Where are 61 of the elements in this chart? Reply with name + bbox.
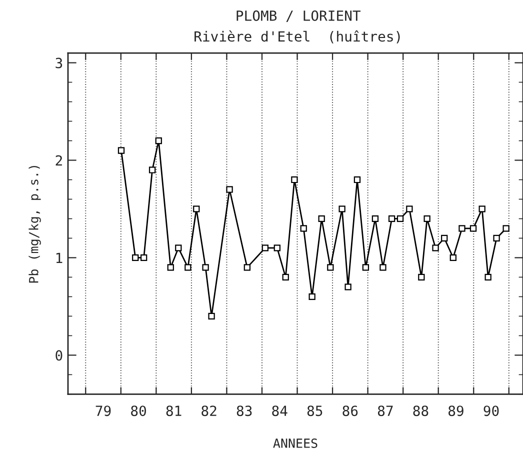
point: [202, 264, 209, 271]
point: [208, 312, 215, 320]
point: [282, 274, 289, 281]
point: [132, 254, 139, 262]
point: [450, 254, 456, 262]
x-tick-label: 88: [413, 406, 428, 416]
point: [406, 206, 413, 212]
x-tick-label: 80: [131, 406, 146, 416]
point: [432, 244, 439, 252]
point: [380, 264, 386, 271]
point: [502, 225, 510, 232]
y-tick-label: 3: [56, 58, 62, 68]
y-axis-title: Pb (mg/kg, p.s.): [28, 166, 41, 283]
chart-subtitle: Rivière d'Etel (huîtres): [194, 30, 400, 44]
point: [262, 244, 268, 252]
point: [118, 147, 125, 154]
point: [493, 234, 500, 242]
point: [396, 215, 404, 222]
point: [193, 206, 200, 212]
point: [175, 244, 182, 252]
point: [184, 264, 192, 271]
point: [344, 284, 352, 290]
point: [354, 176, 361, 184]
y-tick-label: 1: [56, 252, 62, 264]
point: [327, 264, 334, 271]
point: [372, 215, 379, 222]
point: [140, 254, 148, 262]
point: [274, 244, 280, 252]
x-tick-label: 86: [342, 406, 358, 416]
x-tick-label: 84: [272, 406, 288, 416]
x-tick-label: 83: [236, 406, 252, 416]
point: [470, 225, 477, 232]
point: [418, 274, 425, 281]
x-axis-title: ANNEES: [273, 438, 318, 448]
x-tick-label: 85: [307, 406, 322, 416]
point: [441, 234, 448, 242]
x-tick-label: 81: [166, 406, 182, 416]
point: [318, 215, 325, 222]
point: [300, 225, 307, 232]
y-tick-label: 2: [56, 155, 62, 166]
point: [478, 206, 486, 212]
chart-title: PLOMB / LORIENT: [236, 10, 361, 22]
x-tick-label: 89: [448, 406, 464, 416]
point: [226, 186, 233, 193]
point: [424, 215, 430, 222]
point: [148, 166, 156, 174]
point: [388, 215, 396, 222]
point: [167, 264, 174, 271]
x-tick-label: 90: [484, 406, 499, 416]
y-tick-label: 0: [56, 350, 62, 361]
point: [338, 206, 346, 212]
point: [308, 293, 316, 300]
point: [155, 137, 162, 144]
point: [244, 264, 251, 271]
x-tick-label: 87: [378, 406, 393, 416]
point: [362, 264, 370, 271]
point: [458, 225, 466, 232]
x-tick-label: 82: [202, 406, 216, 416]
x-tick-label: 79: [96, 406, 111, 416]
point: [291, 176, 298, 184]
point: [484, 274, 492, 281]
